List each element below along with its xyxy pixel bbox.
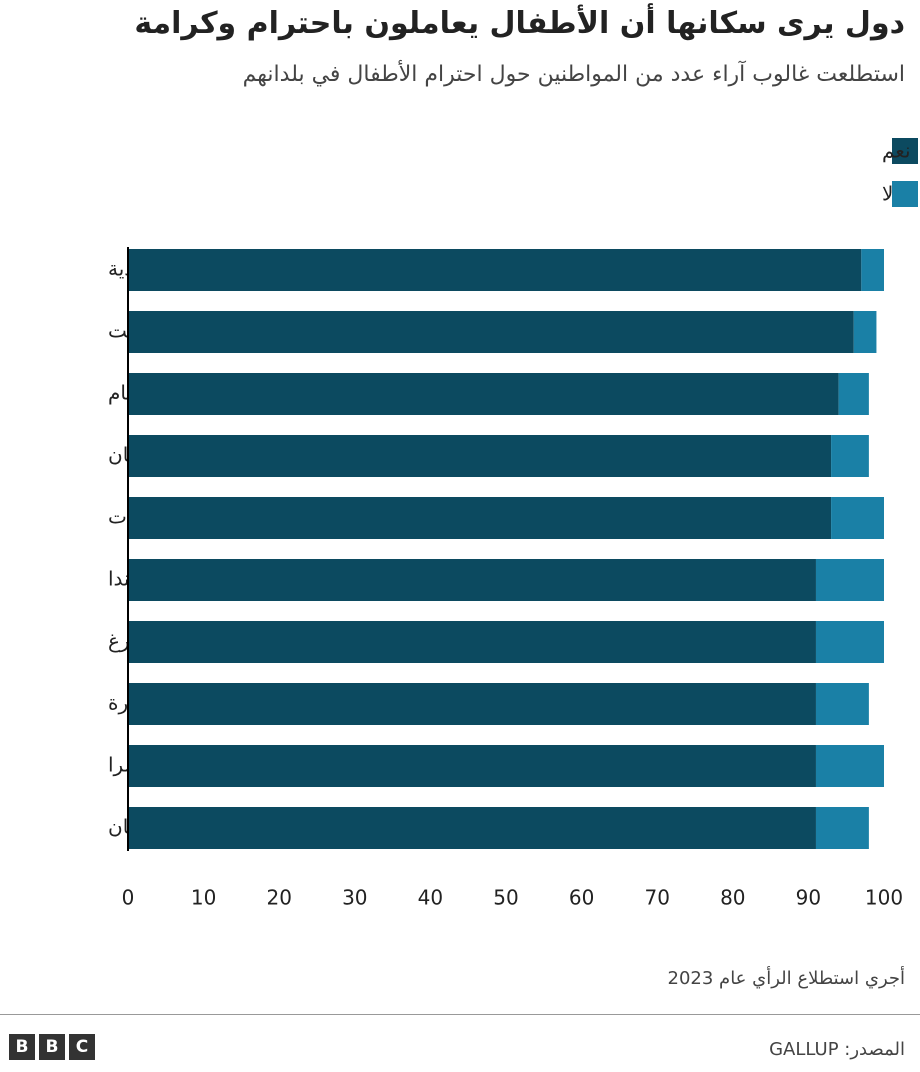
x-tick-label: 70: [644, 886, 669, 910]
bar-segment: [831, 497, 884, 539]
subtitle: استطلعت غالوب آراء عدد من المواطنين حول …: [242, 62, 905, 87]
x-tick-label: 0: [122, 886, 135, 910]
bar-segment: [128, 559, 816, 601]
bar-segment: [815, 745, 884, 787]
bar-segment: [831, 435, 869, 477]
footer-rule: [0, 1014, 920, 1015]
bar-segment: [815, 683, 869, 725]
bar-segment: [128, 683, 816, 725]
x-tick-label: 20: [266, 886, 291, 910]
bar-segment: [128, 311, 854, 353]
x-tick-label: 80: [720, 886, 745, 910]
bar-segment: [815, 807, 869, 849]
bar-segment: [128, 249, 862, 291]
x-tick-label: 30: [342, 886, 367, 910]
x-tick-label: 90: [796, 886, 821, 910]
bar-segment: [838, 373, 869, 415]
x-tick-label: 100: [865, 886, 903, 910]
legend-label: لا: [882, 182, 893, 206]
logo: B B C: [9, 1034, 95, 1060]
bar-segment: [815, 559, 884, 601]
bar-segment: [128, 497, 832, 539]
bar-segment: [861, 249, 884, 291]
x-tick-label: 10: [191, 886, 216, 910]
x-tick-label: 60: [569, 886, 594, 910]
source: المصدر: GALLUP: [769, 1039, 905, 1060]
legend-label: نعم: [882, 139, 911, 163]
bar-segment: [815, 621, 884, 663]
x-tick-label: 40: [418, 886, 443, 910]
legend-swatch: [892, 138, 918, 164]
bar-segment: [128, 435, 832, 477]
bar-segment: [128, 745, 816, 787]
note: أجري استطلاع الرأي عام 2023: [667, 968, 905, 989]
legend-swatch: [892, 181, 918, 207]
x-tick-label: 50: [493, 886, 518, 910]
bar-segment: [128, 621, 816, 663]
logo-letter: B: [9, 1034, 35, 1060]
bar-segment: [128, 807, 816, 849]
logo-letter: B: [39, 1034, 65, 1060]
logo-letter: C: [69, 1034, 95, 1060]
bar-segment: [128, 373, 839, 415]
bar-segment: [853, 311, 877, 353]
chart: نعملا0102030405060708090100السعوديةالكوي…: [108, 138, 918, 910]
title: دول يرى سكانها أن الأطفال يعاملون باحترا…: [134, 6, 905, 41]
